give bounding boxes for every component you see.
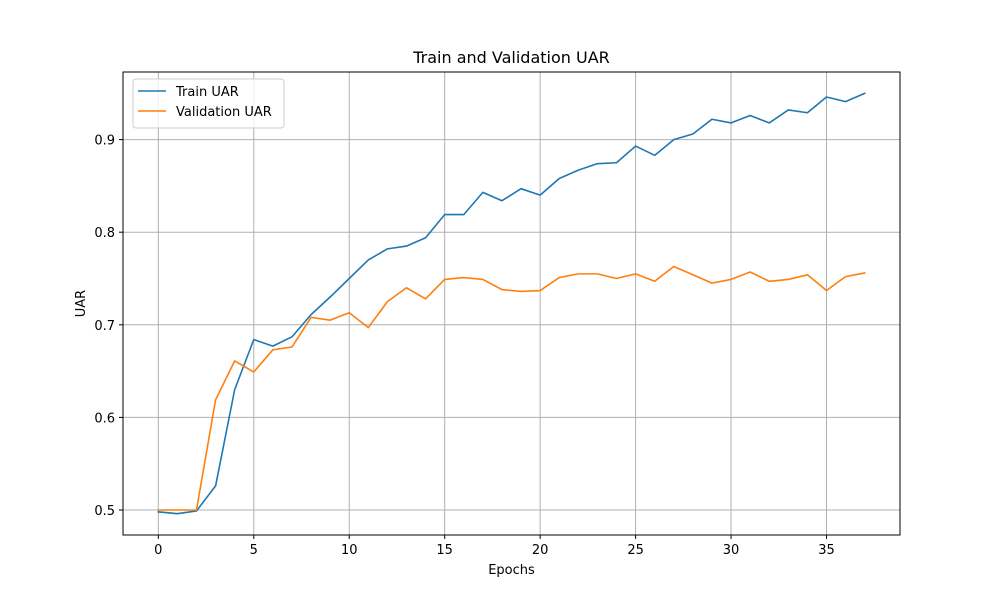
y-tick-label: 0.9 [94, 134, 115, 149]
series-layer [157, 92, 866, 515]
y-tick-label: 0.6 [94, 411, 115, 426]
x-axis-label: Epochs [488, 563, 535, 578]
series-line-validation [157, 265, 866, 511]
tick-layer: 0 5 10 15 20 25 30 35 0.5 0.6 0.7 0.8 0.9 [94, 134, 834, 558]
x-tick-label: 5 [250, 543, 258, 558]
y-tick-label: 0.7 [94, 319, 115, 334]
y-axis-label: UAR [74, 290, 89, 317]
x-tick-label: 30 [723, 543, 740, 558]
plot-frame [122, 71, 901, 536]
x-tick-label: 25 [627, 543, 644, 558]
chart-title: Train and Validation UAR [412, 48, 610, 67]
legend: Train UAR Validation UAR [132, 78, 285, 129]
x-tick-label: 15 [436, 543, 453, 558]
grid-layer [123, 72, 900, 535]
x-tick-label: 35 [818, 543, 835, 558]
x-tick-label: 0 [154, 543, 162, 558]
legend-label-train: Train UAR [175, 85, 239, 100]
legend-box [132, 78, 285, 129]
x-tick-label: 20 [532, 543, 549, 558]
legend-label-validation: Validation UAR [176, 105, 272, 120]
series-line-train [157, 92, 866, 515]
y-tick-label: 0.8 [94, 226, 115, 241]
y-tick-label: 0.5 [94, 504, 115, 519]
x-tick-label: 10 [341, 543, 358, 558]
